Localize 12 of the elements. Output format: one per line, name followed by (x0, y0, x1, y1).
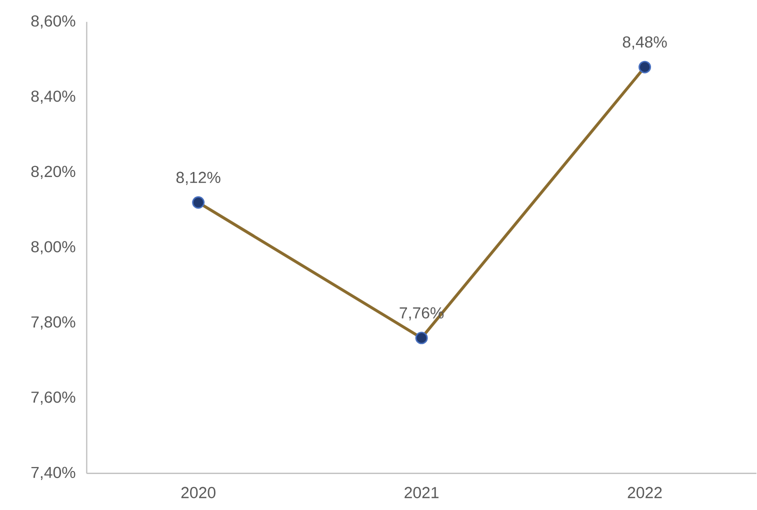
x-tick-label: 2021 (404, 486, 439, 498)
x-tick-label: 2022 (628, 486, 662, 498)
y-tick-label: 8,60% (31, 15, 76, 28)
y-tick-label: 8,40% (31, 90, 76, 104)
data-label: 8,12% (176, 172, 220, 185)
y-tick-label: 8,00% (31, 240, 76, 254)
y-tick-label: 7,40% (31, 466, 76, 480)
y-tick-label: 7,80% (31, 316, 76, 330)
y-tick-label: 8,20% (31, 166, 76, 179)
y-tick-label: 7,60% (31, 391, 76, 405)
x-tick-label: 2020 (181, 486, 216, 498)
data-label: 8,48% (622, 36, 667, 50)
